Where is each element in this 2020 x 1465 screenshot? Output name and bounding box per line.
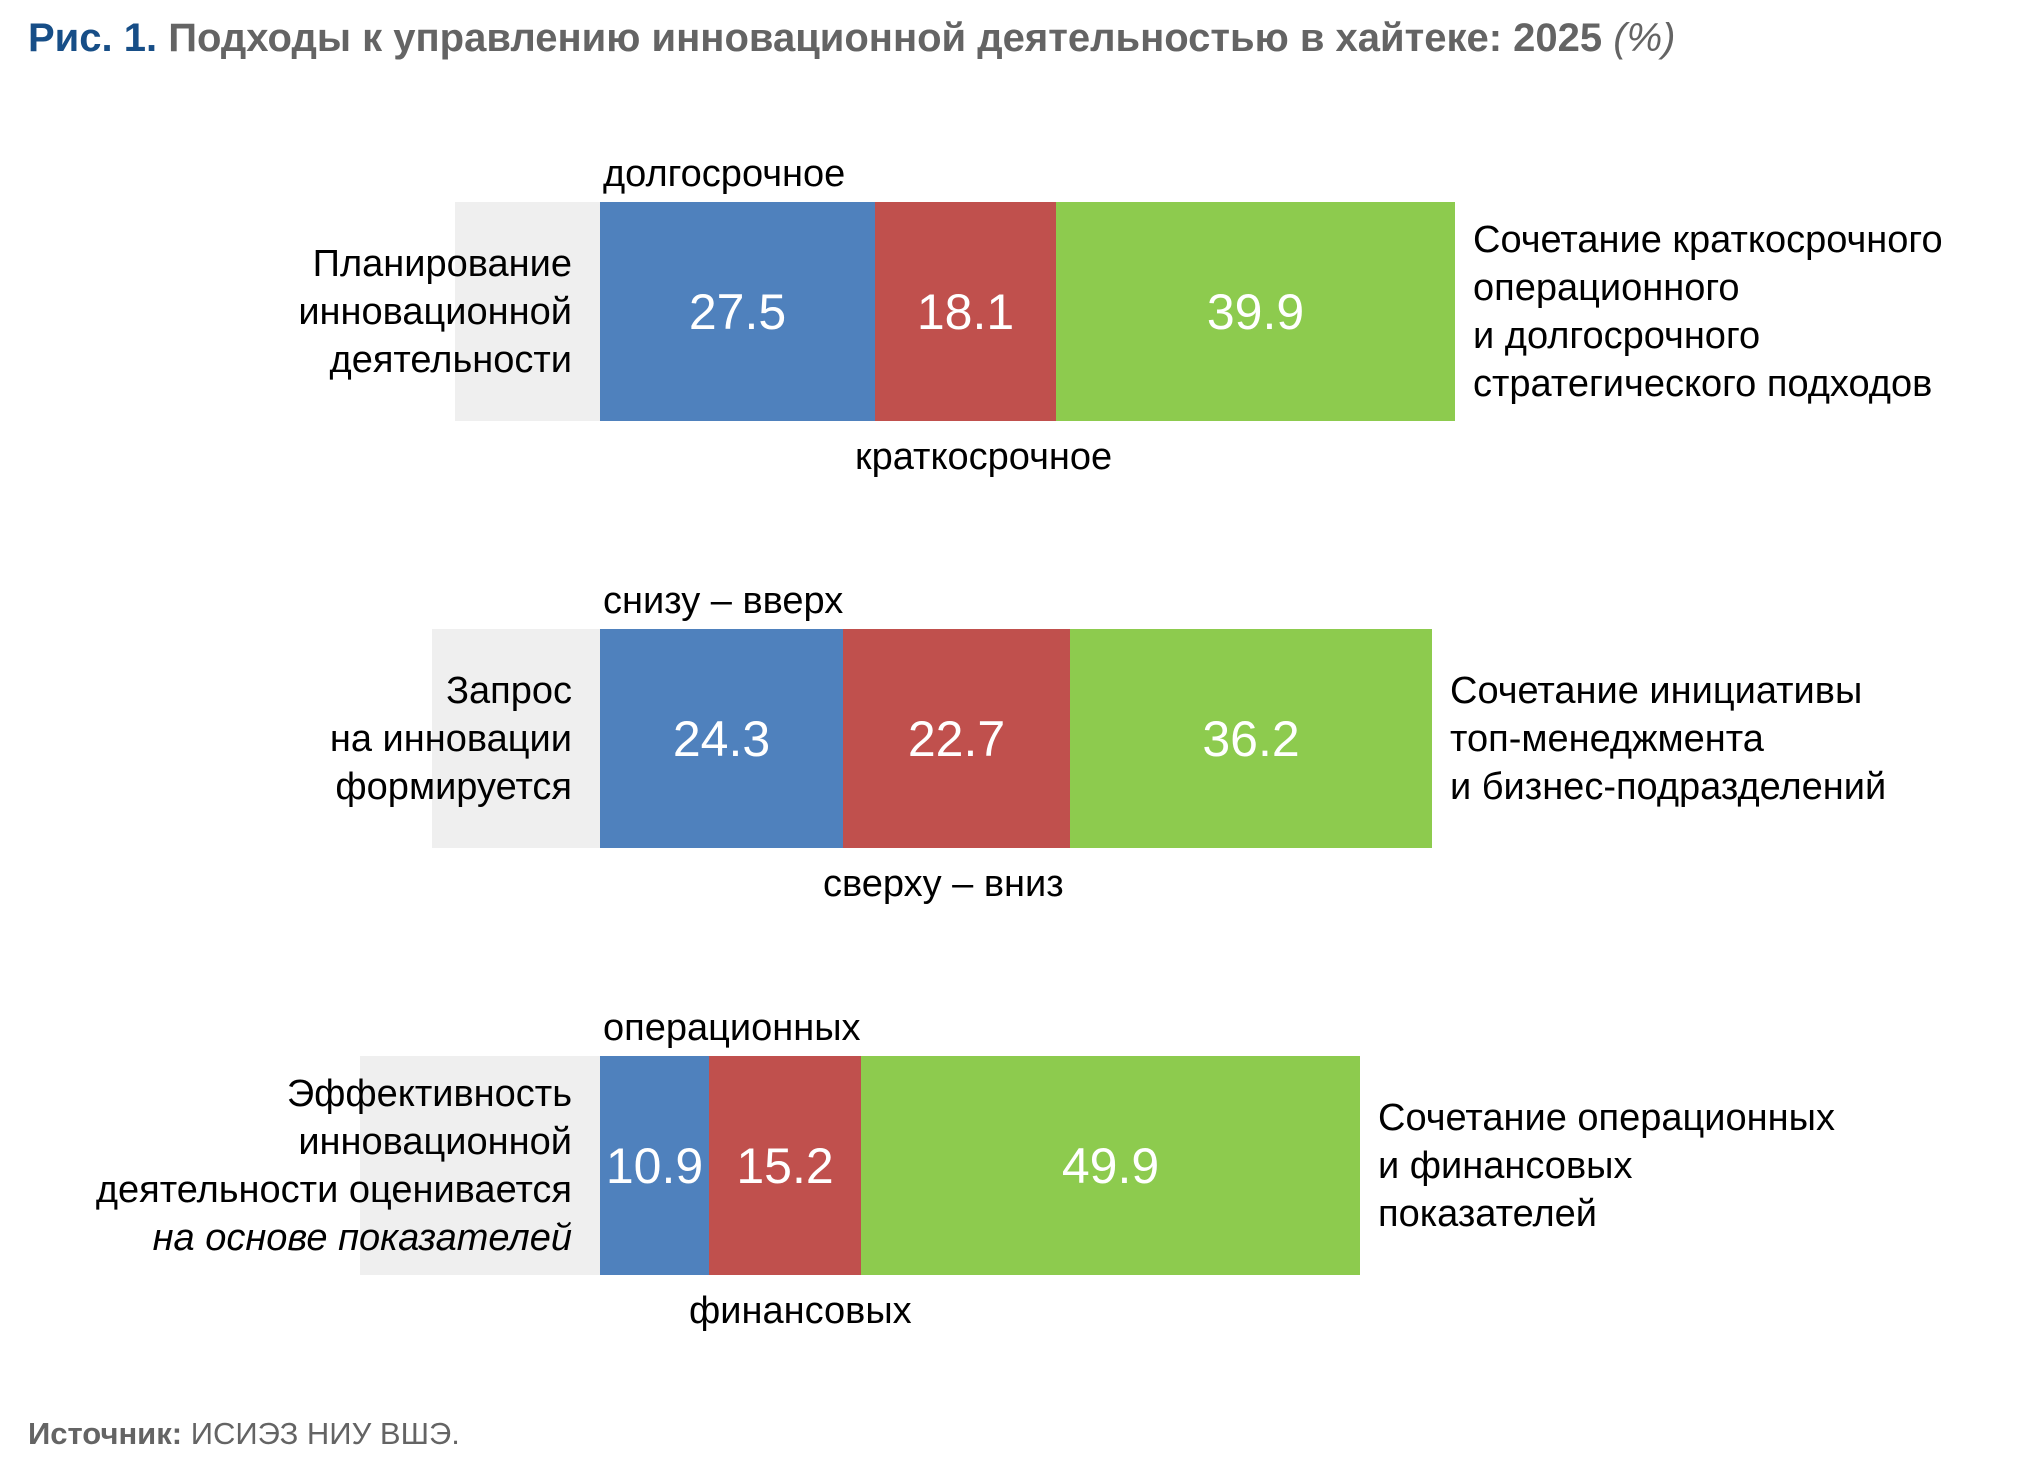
figure-title-text: Подходы к управлению инновационной деяте… — [168, 16, 1614, 60]
bar-segment-remainder — [455, 202, 600, 421]
row-category-label: Запрос на инновации формируется — [330, 667, 572, 811]
segment-value: 39.9 — [1206, 283, 1305, 340]
category-line: инновационной — [298, 290, 572, 333]
bar-segment-green: 36.2 — [1070, 629, 1432, 848]
segment-value: 10.9 — [605, 1137, 704, 1194]
bottom-axis-label: сверху – вниз — [823, 863, 1064, 905]
category-line: на основе показателей — [152, 1216, 572, 1259]
bar-segment-red: 22.7 — [843, 629, 1070, 848]
figure-unit: (%) — [1613, 16, 1676, 60]
category-line: Планирование — [312, 242, 572, 285]
bar-segment-green: 39.9 — [1056, 202, 1455, 421]
top-axis-label: долгосрочное — [603, 153, 846, 195]
category-line: Запрос — [446, 669, 572, 712]
segment-value: 49.9 — [1061, 1137, 1160, 1194]
bar-segment-green: 49.9 — [861, 1056, 1360, 1275]
annotation-line: и долгосрочного — [1473, 314, 1761, 357]
row-category-label: Планирование инновационной деятельности — [298, 240, 572, 384]
category-line: формируется — [335, 765, 572, 808]
row-annotation: Сочетание операционных и финансовых показа… — [1378, 1094, 1835, 1238]
annotation-line: топ-менеджмента — [1450, 717, 1764, 760]
source-label: Источник: — [28, 1416, 183, 1451]
category-line: на инновации — [329, 717, 572, 760]
annotation-line: Сочетание инициативы — [1450, 669, 1863, 712]
bar-segment-red: 18.1 — [875, 202, 1056, 421]
category-line: деятельности оценивается — [95, 1168, 572, 1211]
row-annotation: Сочетание краткосрочного операционного и д… — [1473, 216, 1943, 408]
category-line: инновационной — [298, 1120, 572, 1163]
annotation-line: показателей — [1378, 1192, 1597, 1235]
annotation-line: и бизнес-подразделений — [1450, 765, 1887, 808]
bar-segment-blue: 10.9 — [600, 1056, 709, 1275]
source-text: ИСИЭЗ НИУ ВШЭ. — [190, 1416, 460, 1451]
segment-value: 22.7 — [907, 710, 1006, 767]
segment-value: 24.3 — [672, 710, 771, 767]
segment-value: 27.5 — [688, 283, 787, 340]
figure-number: Рис. 1. — [28, 16, 158, 60]
category-line: деятельности — [329, 338, 572, 381]
category-line: Эффективность — [286, 1072, 572, 1115]
segment-value: 36.2 — [1202, 710, 1300, 767]
source-line: Источник: ИСИЭЗ НИУ ВШЭ. — [28, 1416, 460, 1452]
annotation-line: стратегического подходов — [1473, 362, 1933, 405]
bottom-axis-label: финансовых — [689, 1290, 912, 1332]
bar-segment-red: 15.2 — [709, 1056, 861, 1275]
annotation-line: Сочетание краткосрочного — [1473, 218, 1943, 261]
bar-segment-remainder — [360, 1056, 600, 1275]
bar-segment-blue: 27.5 — [600, 202, 875, 421]
bar-segment-blue: 24.3 — [600, 629, 843, 848]
row-category-label: Эффективность инновационной деятельности о… — [96, 1070, 572, 1262]
annotation-line: операционного — [1473, 266, 1740, 309]
segment-value: 15.2 — [736, 1137, 834, 1194]
annotation-line: Сочетание операционных — [1378, 1096, 1835, 1139]
segment-value: 18.1 — [916, 283, 1015, 340]
top-axis-label: снизу – вверх — [603, 580, 844, 622]
row-annotation: Сочетание инициативы топ-менеджмента и биз… — [1450, 667, 1886, 811]
bottom-axis-label: краткосрочное — [855, 436, 1113, 478]
figure-title: Рис. 1. Подходы к управлению инновационн… — [28, 12, 1675, 64]
bar-segment-remainder — [432, 629, 600, 848]
top-axis-label: операционных — [603, 1007, 861, 1049]
annotation-line: и финансовых — [1378, 1144, 1633, 1187]
